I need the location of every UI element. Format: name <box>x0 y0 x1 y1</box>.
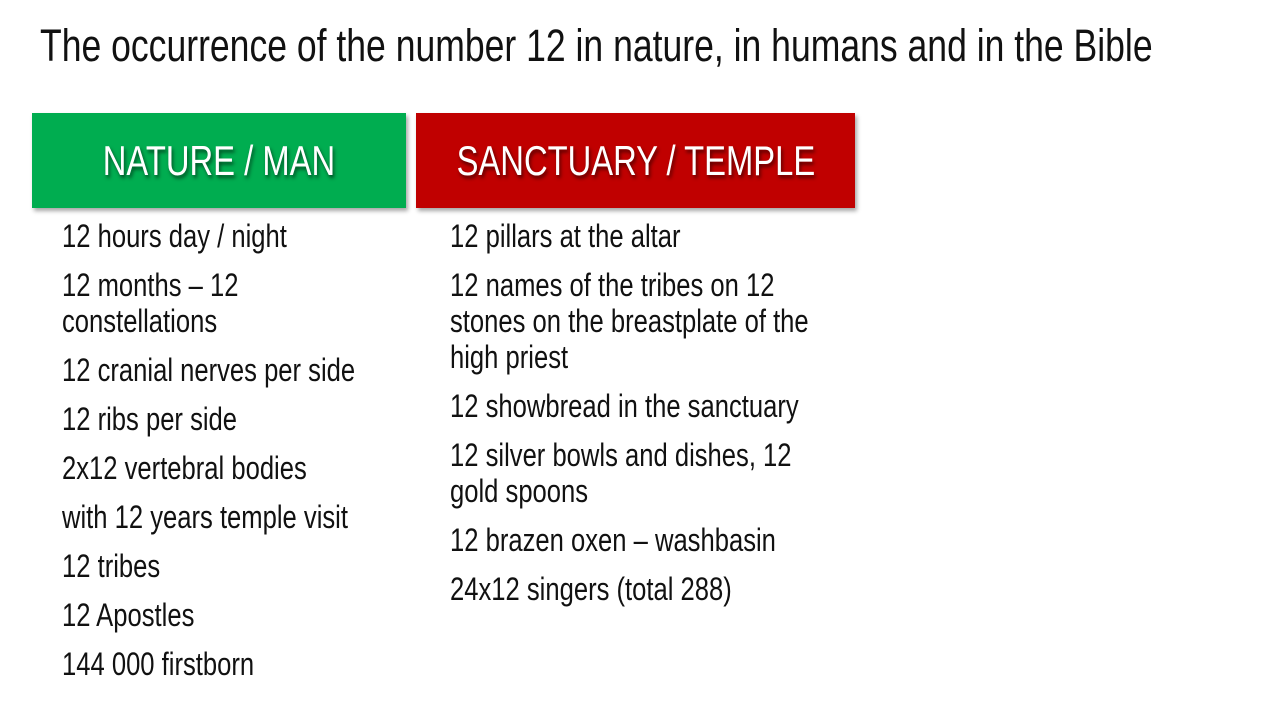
list-item: 12 silver bowls and dishes, 12 gold spoo… <box>450 437 792 509</box>
list-item: 12 hours day / night <box>62 218 287 254</box>
list-item: 2x12 vertebral bodies <box>62 450 307 486</box>
list-item: 24x12 singers (total 288) <box>450 571 732 607</box>
sanctuary-temple-header-label: SANCTUARY / TEMPLE <box>456 136 815 184</box>
list-item: 12 cranial nerves per side <box>62 352 356 388</box>
list-item: 144 000 firstborn <box>62 646 255 682</box>
nature-man-list: 12 hours day / night 12 months – 12 cons… <box>62 218 382 695</box>
list-item: 12 brazen oxen – washbasin <box>450 522 776 558</box>
list-item: 12 Apostles <box>62 597 195 633</box>
list-item: 12 months – 12 constellations <box>62 267 239 339</box>
slide-title: The occurrence of the number 12 in natur… <box>40 20 1153 71</box>
list-item: 12 pillars at the altar <box>450 218 681 254</box>
nature-man-header: NATURE / MAN <box>32 113 406 208</box>
list-item: 12 names of the tribes on 12 stones on t… <box>450 267 809 375</box>
sanctuary-temple-list: 12 pillars at the altar 12 names of the … <box>450 218 838 620</box>
list-item: 12 showbread in the sanctuary <box>450 388 799 424</box>
list-item: 12 ribs per side <box>62 401 238 437</box>
sanctuary-temple-header: SANCTUARY / TEMPLE <box>416 113 855 208</box>
list-item: with 12 years temple visit <box>62 499 348 535</box>
nature-man-header-label: NATURE / MAN <box>102 136 336 184</box>
list-item: 12 tribes <box>62 548 161 584</box>
